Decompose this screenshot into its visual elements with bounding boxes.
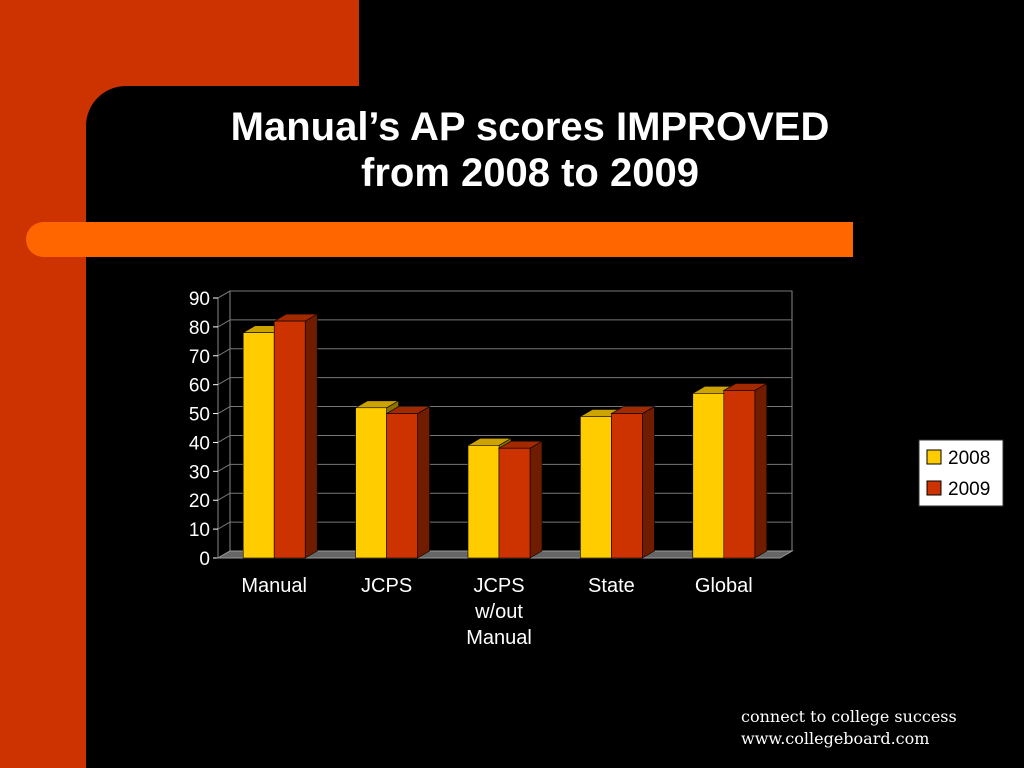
legend-swatch-2009 (926, 480, 942, 496)
gridline-side (217, 435, 231, 443)
bar-2009-0 (273, 320, 306, 559)
legend-label-2009: 2009 (948, 479, 990, 500)
bar-side (642, 406, 655, 559)
gridline-side (217, 406, 231, 414)
x-tick-label: JCPS w/out Manual (466, 575, 532, 649)
y-tick-label: 30 (189, 462, 210, 483)
gridline-side (217, 521, 231, 530)
bar-side (304, 313, 318, 559)
x-tick-label: State (588, 575, 635, 597)
y-tick-label: 0 (199, 549, 210, 570)
y-tick-label: 10 (189, 520, 210, 541)
slide-title: Manual’s AP scores IMPROVED from 2008 to… (130, 104, 930, 196)
y-tick-label: 70 (189, 347, 210, 368)
bar-2009-2 (498, 447, 531, 559)
x-tick-label-line: w/out (474, 601, 523, 623)
x-tick-label-line: JCPS (473, 575, 524, 597)
bar-side (529, 440, 543, 559)
bar-side (754, 382, 768, 559)
gridline-side (217, 463, 231, 472)
x-tick-label-line: Manual (466, 627, 532, 649)
y-tick-label: 90 (189, 289, 210, 310)
y-tick-label: 60 (189, 376, 210, 397)
gridline-side (217, 492, 231, 501)
gridline-side (217, 348, 231, 357)
bar-2009-4 (723, 390, 756, 559)
footer-tagline: connect to college success (741, 707, 957, 726)
bar-side (417, 406, 430, 559)
orange-accent-bar (26, 222, 853, 257)
x-tick-label-line: Global (695, 575, 753, 597)
bar-2008-1 (355, 407, 387, 559)
bar-2008-2 (467, 445, 500, 559)
bar-2008-4 (692, 393, 725, 559)
gridline-side (217, 377, 231, 386)
x-tick-label: Global (695, 575, 753, 597)
footer-url: www.collegeboard.com (741, 729, 930, 748)
x-tick-label-line: JCPS (361, 575, 412, 597)
x-tick-label-line: State (588, 575, 635, 597)
legend-label-2008: 2008 (948, 448, 990, 469)
bar-2008-0 (242, 332, 275, 559)
x-tick-label: Manual (241, 575, 307, 597)
y-tick-label: 50 (189, 405, 210, 426)
footer: connect to college success www.collegebo… (741, 706, 957, 750)
legend-swatch-2008 (926, 449, 942, 465)
bar-2009-3 (611, 413, 643, 559)
y-tick-label: 80 (189, 318, 210, 339)
title-line-1: Manual’s AP scores IMPROVED (230, 105, 830, 149)
gridline-side (217, 319, 231, 328)
bar-2008-3 (580, 416, 612, 559)
gridline-side (217, 290, 231, 299)
title-line-2: from 2008 to 2009 (361, 151, 699, 195)
y-tick-label: 20 (189, 491, 210, 512)
x-tick-label-line: Manual (241, 575, 307, 597)
y-tick-label: 40 (189, 433, 210, 454)
x-tick-label: JCPS (361, 575, 412, 597)
bar-2009-1 (386, 413, 418, 559)
